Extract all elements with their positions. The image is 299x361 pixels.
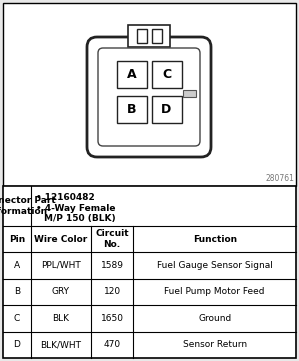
Text: D: D	[161, 103, 172, 116]
Bar	[152, 96, 181, 123]
Text: • 4-Way Female: • 4-Way Female	[36, 204, 115, 213]
Bar	[128, 25, 170, 47]
Bar	[117, 61, 147, 88]
Text: A: A	[127, 68, 136, 81]
Text: 1589: 1589	[101, 261, 124, 270]
Text: 280761: 280761	[265, 174, 294, 183]
FancyBboxPatch shape	[98, 48, 200, 146]
Text: Ground: Ground	[198, 314, 231, 323]
Text: Fuel Gauge Sensor Signal: Fuel Gauge Sensor Signal	[157, 261, 273, 270]
Bar	[117, 96, 147, 123]
Text: C: C	[162, 68, 171, 81]
Text: B: B	[14, 287, 20, 296]
Bar	[152, 61, 181, 88]
Text: B: B	[127, 103, 136, 116]
Text: Wire Color: Wire Color	[34, 235, 88, 244]
Text: Connector Part
Information: Connector Part Information	[0, 196, 55, 216]
Text: Circuit
No.: Circuit No.	[95, 229, 129, 249]
Bar	[182, 90, 196, 97]
Text: M/P 150 (BLK): M/P 150 (BLK)	[44, 214, 115, 223]
Text: BLK: BLK	[52, 314, 69, 323]
Text: 120: 120	[103, 287, 121, 296]
Text: Function: Function	[193, 235, 237, 244]
Text: 1650: 1650	[101, 314, 124, 323]
Text: GRY: GRY	[52, 287, 70, 296]
Text: 470: 470	[103, 340, 121, 349]
Text: • 12160482: • 12160482	[36, 193, 94, 202]
Bar	[3, 186, 296, 358]
Text: Fuel Pump Motor Feed: Fuel Pump Motor Feed	[164, 287, 265, 296]
Text: C: C	[14, 314, 20, 323]
Bar	[3, 3, 296, 186]
Text: A: A	[14, 261, 20, 270]
FancyBboxPatch shape	[87, 37, 211, 157]
Text: Pin: Pin	[9, 235, 25, 244]
Text: Sensor Return: Sensor Return	[183, 340, 247, 349]
Text: D: D	[13, 340, 20, 349]
Text: PPL/WHT: PPL/WHT	[41, 261, 81, 270]
Text: BLK/WHT: BLK/WHT	[40, 340, 81, 349]
Bar	[137, 29, 147, 43]
Bar	[152, 29, 161, 43]
